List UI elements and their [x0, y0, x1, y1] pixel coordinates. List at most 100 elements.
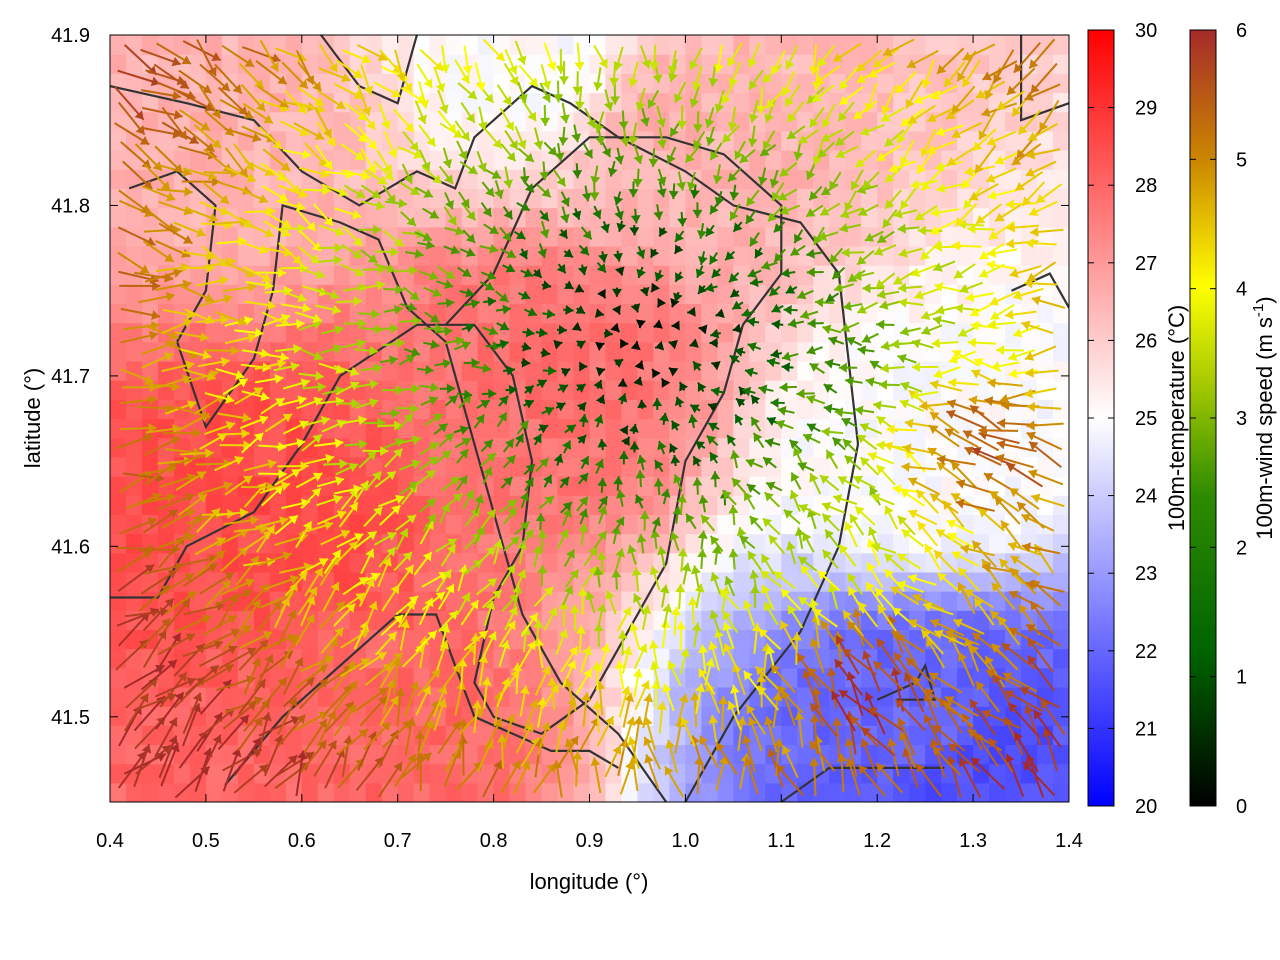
heatmap-cell	[173, 380, 191, 400]
heatmap-cell	[493, 207, 511, 228]
heatmap-cell	[413, 418, 431, 439]
heatmap-cell	[1037, 476, 1054, 496]
heatmap-cell	[733, 763, 750, 784]
heatmap-cell	[637, 130, 655, 151]
heatmap-cell	[797, 399, 814, 420]
heatmap-cell	[445, 476, 463, 496]
heatmap-cell	[413, 514, 431, 535]
heatmap-cell	[285, 73, 303, 94]
heatmap-cell	[1037, 456, 1054, 477]
heatmap-cell	[285, 725, 303, 746]
heatmap-cell	[573, 552, 591, 573]
heatmap-cell	[957, 265, 974, 285]
heatmap-cell	[317, 92, 335, 113]
wind-arrow	[120, 307, 161, 320]
heatmap-cell	[125, 303, 143, 324]
heatmap-cell	[125, 54, 143, 74]
heatmap-cell	[397, 571, 415, 592]
heatmap-cell	[333, 322, 351, 343]
heatmap-cell	[525, 706, 543, 726]
heatmap-cell	[877, 169, 894, 189]
heatmap-cell	[765, 495, 782, 515]
heatmap-cell	[1053, 73, 1069, 94]
heatmap-cell	[621, 533, 639, 554]
heatmap-cell	[781, 667, 798, 688]
heatmap-cell	[845, 226, 862, 247]
heatmap-cell	[413, 571, 431, 592]
heatmap-cell	[589, 188, 607, 209]
heatmap-cell	[445, 169, 463, 189]
heatmap-cell	[381, 667, 399, 688]
heatmap-cell	[589, 629, 607, 650]
wind-arrow	[115, 433, 154, 450]
heatmap-cell	[589, 35, 607, 55]
heatmap-cell	[157, 35, 175, 55]
heatmap-cell	[1053, 35, 1069, 55]
heatmap-cell	[557, 92, 575, 113]
heatmap-cell	[717, 150, 734, 170]
heatmap-cell	[125, 92, 143, 113]
heatmap-cell	[861, 782, 878, 802]
heatmap-cell	[445, 35, 463, 55]
heatmap-cell	[381, 744, 399, 765]
heatmap-cell	[365, 207, 383, 228]
wind-arrow	[133, 743, 152, 788]
heatmap-cell	[701, 73, 718, 94]
heatmap-cell	[125, 782, 143, 802]
heatmap-cell	[125, 150, 143, 170]
heatmap-cell	[941, 782, 958, 802]
wind-arrow-head	[138, 639, 149, 649]
heatmap-cell	[957, 648, 974, 669]
heatmap-cell	[541, 265, 559, 285]
wind-arrow-head	[148, 543, 157, 554]
heatmap-cell	[541, 150, 559, 170]
heatmap-cell	[237, 456, 255, 477]
heatmap-cell	[813, 341, 830, 362]
heatmap-cell	[957, 456, 974, 477]
heatmap-cell	[1005, 35, 1022, 55]
heatmap-cell	[541, 418, 559, 439]
heatmap-cell	[509, 380, 527, 400]
heatmap-cell	[317, 437, 335, 458]
heatmap-cell	[941, 188, 958, 209]
heatmap-cell	[637, 399, 655, 420]
heatmap-cell	[717, 399, 734, 420]
heatmap-cell	[349, 782, 367, 802]
heatmap-cell	[541, 437, 559, 458]
heatmap-cell	[701, 303, 718, 324]
heatmap-cell	[301, 130, 319, 151]
heatmap-cell	[669, 303, 686, 324]
heatmap-cell	[237, 399, 255, 420]
heatmap-cell	[685, 706, 702, 726]
heatmap-cell	[509, 744, 527, 765]
heatmap-cell	[509, 169, 527, 189]
heatmap-cell	[685, 629, 702, 650]
heatmap-cell	[445, 399, 463, 420]
heatmap-cell	[701, 763, 718, 784]
heatmap-cell	[253, 360, 271, 381]
heatmap-cell	[237, 782, 255, 802]
heatmap-cell	[605, 725, 623, 746]
heatmap-cell	[621, 514, 639, 535]
heatmap-cell	[845, 380, 862, 400]
heatmap-cell	[237, 725, 255, 746]
heatmap-cell	[717, 226, 734, 247]
heatmap-cell	[189, 552, 207, 573]
contour-lines	[110, 35, 1069, 802]
heatmap-cell	[797, 341, 814, 362]
heatmap-cell	[541, 533, 559, 554]
heatmap-cell	[925, 130, 942, 151]
heatmap-cell	[301, 495, 319, 515]
heatmap-cell	[1053, 648, 1069, 669]
heatmap-cell	[141, 111, 159, 132]
heatmap-cell	[541, 341, 559, 362]
heatmap-cell	[445, 725, 463, 746]
heatmap-cell	[221, 322, 239, 343]
heatmap-cell	[653, 303, 671, 324]
heatmap-cell	[797, 744, 814, 765]
heatmap-cell	[893, 303, 910, 324]
heatmap-cell	[829, 188, 846, 209]
heatmap-cell	[445, 265, 463, 285]
heatmap-cell	[381, 130, 399, 151]
heatmap-cell	[925, 73, 942, 94]
